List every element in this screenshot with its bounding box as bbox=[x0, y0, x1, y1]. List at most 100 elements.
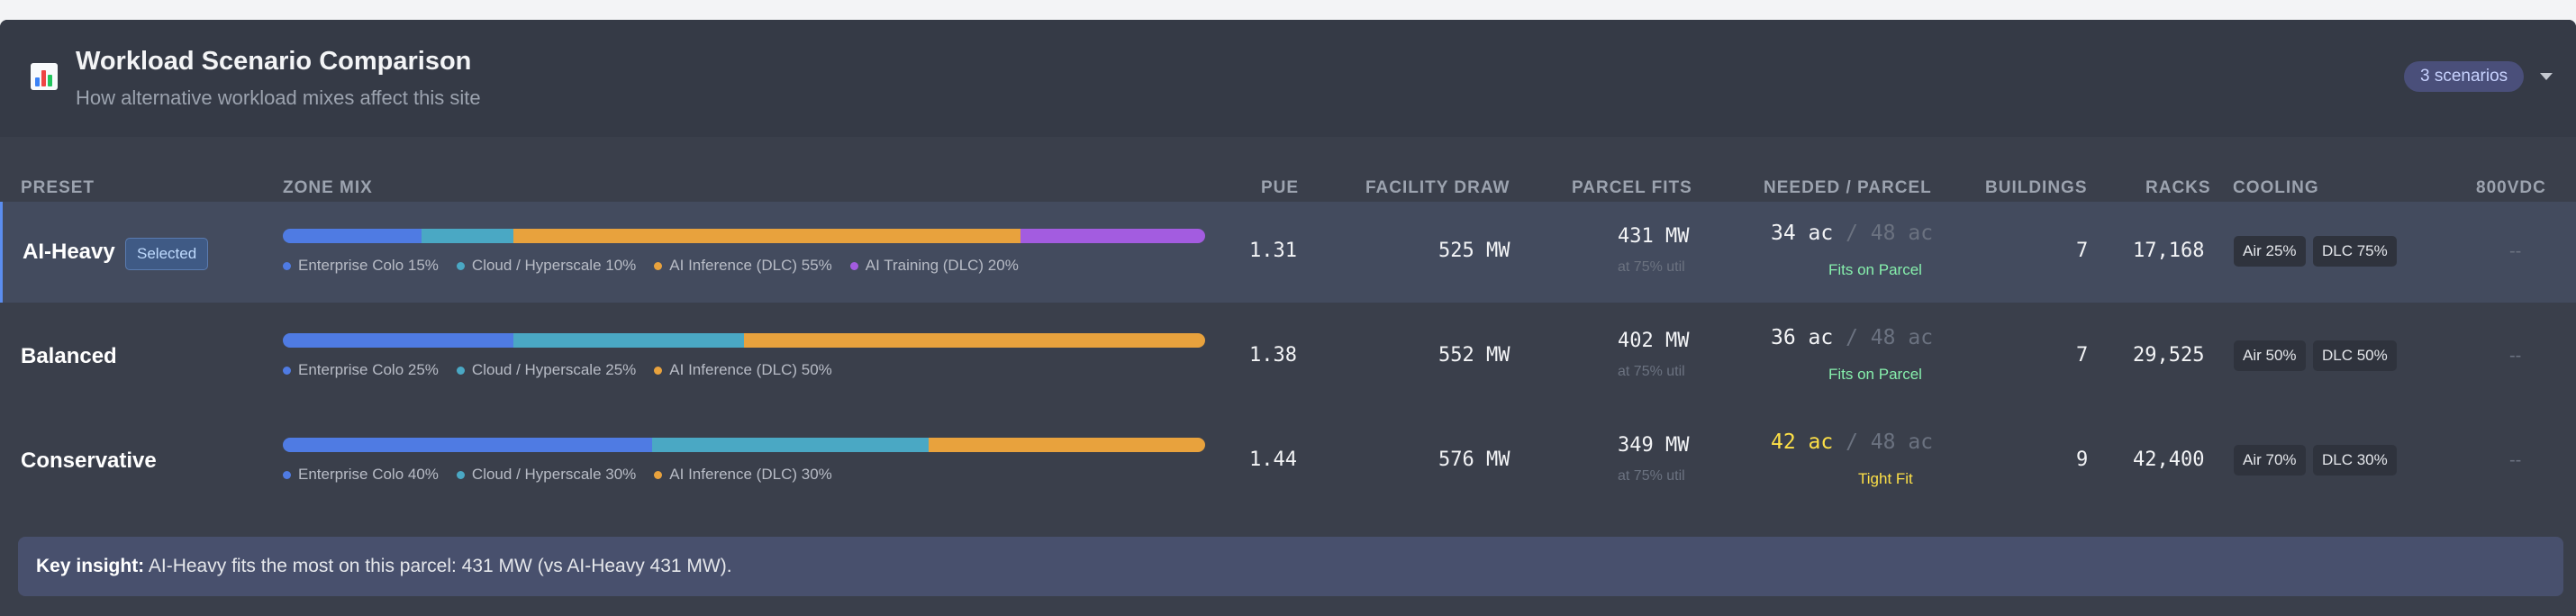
legend-label: Enterprise Colo 40% bbox=[298, 466, 439, 483]
racks-value: 42,400 bbox=[2133, 448, 2205, 471]
column-header-pue: PUE bbox=[1261, 178, 1300, 197]
cooling-dlc-chip: DLC 75% bbox=[2313, 236, 2397, 267]
zone-mix-segment bbox=[1020, 229, 1205, 243]
vdc-value: -- bbox=[2509, 346, 2522, 366]
utilization-note: at 75% util bbox=[1618, 468, 1685, 484]
scenario-row-conservative[interactable]: Conservative Enterprise Colo 40% Cloud /… bbox=[0, 411, 2576, 512]
column-header-parcel-fits: PARCEL FITS bbox=[1572, 178, 1692, 197]
zone-mix-segment bbox=[928, 438, 1205, 452]
legend-item: Enterprise Colo 40% bbox=[283, 466, 439, 484]
parcel-fits-value: 402 MW bbox=[1618, 330, 1690, 352]
legend-dot bbox=[283, 261, 291, 270]
utilization-note: at 75% util bbox=[1618, 364, 1685, 379]
legend-label: AI Inference (DLC) 50% bbox=[669, 361, 832, 378]
insight-label: Key insight: bbox=[36, 556, 145, 576]
parcel-fits-value: 431 MW bbox=[1618, 225, 1690, 248]
legend-dot bbox=[654, 470, 663, 479]
legend-item: Cloud / Hyperscale 10% bbox=[456, 257, 637, 275]
buildings-value: 9 bbox=[2076, 448, 2089, 471]
zone-mix-bar bbox=[283, 333, 1205, 348]
column-header-800vdc: 800VDC bbox=[2476, 178, 2546, 197]
zone-mix-bar bbox=[283, 438, 1205, 452]
cooling-air-chip: Air 70% bbox=[2234, 445, 2306, 476]
needed-acreage: 42 ac / 48 ac bbox=[1771, 430, 1933, 454]
zone-mix-segment bbox=[512, 229, 1021, 243]
column-header-zone-mix: ZONE MIX bbox=[283, 178, 373, 197]
zone-mix-segment bbox=[421, 229, 513, 243]
cooling-dlc-chip: DLC 50% bbox=[2313, 340, 2397, 371]
legend-label: Enterprise Colo 15% bbox=[298, 257, 439, 274]
cooling-air-chip: Air 50% bbox=[2234, 340, 2306, 371]
facility-draw-value: 552 MW bbox=[1438, 344, 1510, 367]
key-insight-banner: Key insight: AI-Heavy fits the most on t… bbox=[18, 537, 2563, 596]
legend-label: Cloud / Hyperscale 10% bbox=[471, 257, 637, 274]
parcel-value: / 48 ac bbox=[1846, 222, 1934, 245]
needed-value: 34 ac bbox=[1771, 222, 1834, 245]
scenario-comparison-panel: Workload Scenario Comparison How alterna… bbox=[0, 20, 2576, 616]
preset-name: AI-Heavy bbox=[23, 240, 115, 264]
needed-acreage: 36 ac / 48 ac bbox=[1771, 326, 1933, 349]
vdc-value: -- bbox=[2509, 241, 2522, 261]
column-header-buildings: BUILDINGS bbox=[1985, 178, 2088, 197]
scenario-row-ai-heavy[interactable]: AI-Heavy Selected Enterprise Colo 15% Cl… bbox=[0, 202, 2576, 303]
legend-item: Cloud / Hyperscale 30% bbox=[456, 466, 636, 484]
panel-title: Workload Scenario Comparison bbox=[76, 47, 472, 76]
fit-status: Tight Fit bbox=[1858, 470, 1913, 487]
zone-mix-segment bbox=[283, 333, 513, 348]
zone-mix-legend: Enterprise Colo 40% Cloud / Hyperscale 3… bbox=[283, 466, 850, 484]
column-header-facility-draw: FACILITY DRAW bbox=[1365, 178, 1510, 197]
facility-draw-value: 576 MW bbox=[1438, 448, 1510, 471]
needed-value: 36 ac bbox=[1771, 326, 1834, 349]
legend-dot bbox=[283, 470, 291, 479]
racks-value: 29,525 bbox=[2133, 344, 2205, 367]
pue-value: 1.44 bbox=[1249, 448, 1297, 471]
legend-item: Cloud / Hyperscale 25% bbox=[456, 361, 636, 379]
pue-value: 1.38 bbox=[1249, 344, 1297, 367]
zone-mix-segment bbox=[744, 333, 1205, 348]
legend-item: AI Inference (DLC) 50% bbox=[654, 361, 832, 379]
parcel-fits-value: 349 MW bbox=[1618, 434, 1690, 457]
zone-mix-segment bbox=[283, 438, 652, 452]
zone-mix-legend: Enterprise Colo 15% Cloud / Hyperscale 1… bbox=[283, 257, 1037, 275]
legend-dot bbox=[283, 366, 291, 375]
bar-chart-icon bbox=[31, 63, 58, 90]
zone-mix-legend: Enterprise Colo 25% Cloud / Hyperscale 2… bbox=[283, 361, 850, 379]
buildings-value: 7 bbox=[2076, 240, 2089, 262]
legend-dot bbox=[456, 261, 465, 270]
fit-status: Fits on Parcel bbox=[1828, 261, 1922, 278]
cooling-dlc-chip: DLC 30% bbox=[2313, 445, 2397, 476]
utilization-note: at 75% util bbox=[1618, 259, 1685, 275]
legend-item: Enterprise Colo 15% bbox=[283, 257, 439, 275]
legend-dot bbox=[654, 366, 663, 375]
cooling-air-chip: Air 25% bbox=[2234, 236, 2306, 267]
parcel-value: / 48 ac bbox=[1846, 430, 1934, 454]
legend-dot bbox=[456, 366, 465, 375]
column-header-cooling: COOLING bbox=[2233, 178, 2319, 197]
fit-status: Fits on Parcel bbox=[1828, 366, 1922, 383]
facility-draw-value: 525 MW bbox=[1438, 240, 1510, 262]
selected-badge: Selected bbox=[125, 238, 209, 270]
legend-label: Enterprise Colo 25% bbox=[298, 361, 439, 378]
parcel-value: / 48 ac bbox=[1846, 326, 1934, 349]
zone-mix-segment bbox=[651, 438, 929, 452]
column-header-needed-parcel: NEEDED / PARCEL bbox=[1764, 178, 1932, 197]
zone-mix-segment bbox=[513, 333, 744, 348]
column-header-racks: RACKS bbox=[2145, 178, 2211, 197]
legend-dot bbox=[849, 261, 858, 270]
legend-item: AI Training (DLC) 20% bbox=[849, 257, 1019, 275]
legend-item: AI Inference (DLC) 30% bbox=[654, 466, 832, 484]
legend-dot bbox=[654, 261, 663, 270]
scenarios-count-badge[interactable]: 3 scenarios bbox=[2404, 61, 2525, 92]
panel-header[interactable]: Workload Scenario Comparison How alterna… bbox=[0, 20, 2576, 137]
vdc-value: -- bbox=[2509, 450, 2522, 470]
legend-item: AI Inference (DLC) 55% bbox=[654, 257, 832, 275]
chevron-down-icon[interactable] bbox=[2540, 73, 2553, 80]
needed-acreage: 34 ac / 48 ac bbox=[1771, 222, 1933, 245]
legend-item: Enterprise Colo 25% bbox=[283, 361, 439, 379]
scenario-row-balanced[interactable]: Balanced Enterprise Colo 25% Cloud / Hyp… bbox=[0, 306, 2576, 407]
racks-value: 17,168 bbox=[2133, 240, 2205, 262]
zone-mix-segment bbox=[283, 229, 422, 243]
legend-dot bbox=[456, 470, 465, 479]
legend-label: AI Inference (DLC) 55% bbox=[669, 257, 832, 274]
zone-mix-bar bbox=[283, 229, 1205, 243]
